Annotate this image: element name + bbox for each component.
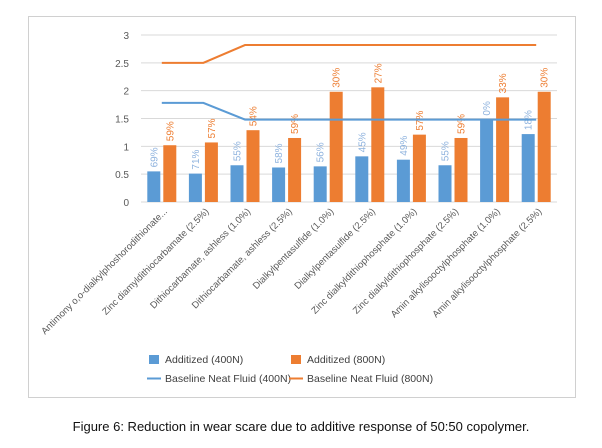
bar-data-label: 69%	[149, 147, 160, 167]
x-category-label: Dialkylpentasulfide (1.0%)	[251, 206, 336, 291]
bar	[188, 173, 202, 202]
bar	[163, 145, 177, 202]
legend-swatch	[149, 355, 159, 364]
bar-data-label: 30%	[540, 68, 551, 88]
bar-data-label: 0%	[482, 101, 493, 116]
bar-data-label: 27%	[373, 63, 384, 83]
bar	[480, 119, 494, 202]
bar-data-label: 49%	[399, 136, 410, 156]
bar	[454, 137, 468, 202]
legend-label: Baseline Neat Fluid (800N)	[307, 373, 433, 385]
legend-label: Baseline Neat Fluid (400N)	[165, 373, 291, 385]
y-tick-label: 0	[123, 198, 129, 209]
bar-data-label: 59%	[290, 114, 301, 134]
bar	[355, 156, 369, 202]
bar	[147, 171, 161, 202]
bar	[371, 87, 385, 202]
legend-swatch	[291, 355, 301, 364]
y-tick-label: 2	[123, 87, 129, 98]
bar-data-label: 59%	[165, 121, 176, 141]
bar	[288, 137, 302, 202]
bar	[329, 91, 343, 202]
bar-data-label: 54%	[249, 106, 260, 126]
bar	[230, 165, 244, 202]
bar	[396, 159, 410, 202]
y-tick-label: 3	[123, 31, 129, 42]
y-tick-label: 0.5	[115, 170, 129, 181]
bar-data-label: 57%	[207, 118, 218, 138]
legend-label: Additized (400N)	[165, 354, 243, 366]
series-line	[161, 44, 537, 64]
bar	[438, 165, 452, 202]
y-tick-label: 1	[123, 142, 129, 153]
bar-data-label: 30%	[332, 68, 343, 88]
bar-data-label: 58%	[274, 143, 285, 163]
bar-data-label: 33%	[498, 73, 509, 93]
bar	[412, 134, 426, 202]
bar-data-label: 59%	[457, 114, 468, 134]
series-line	[161, 101, 537, 121]
bar	[496, 97, 510, 202]
bar-data-label: 55%	[233, 141, 244, 161]
bar-data-label: 71%	[191, 149, 202, 169]
bar	[537, 91, 551, 202]
bar	[313, 166, 327, 202]
bar	[272, 167, 286, 202]
bar-data-label: 55%	[441, 141, 452, 161]
y-tick-label: 1.5	[115, 115, 129, 126]
bar-data-label: 45%	[357, 132, 368, 152]
legend-label: Additized (800N)	[307, 354, 385, 366]
bar	[246, 130, 260, 202]
chart-frame: 0 0.5 1 1.5 2 2.5 3 69% 71% 55% 58% 56% 45% 49% 55% 0% 1…	[28, 16, 576, 398]
bar	[204, 142, 218, 202]
bar	[521, 134, 535, 202]
bar-data-label: 56%	[316, 142, 327, 162]
y-tick-label: 2.5	[115, 59, 129, 70]
figure-caption: Figure 6: Reduction in wear scare due to…	[72, 419, 530, 434]
x-category-label: Dialkylpentasulfide (2.5%)	[292, 206, 377, 291]
